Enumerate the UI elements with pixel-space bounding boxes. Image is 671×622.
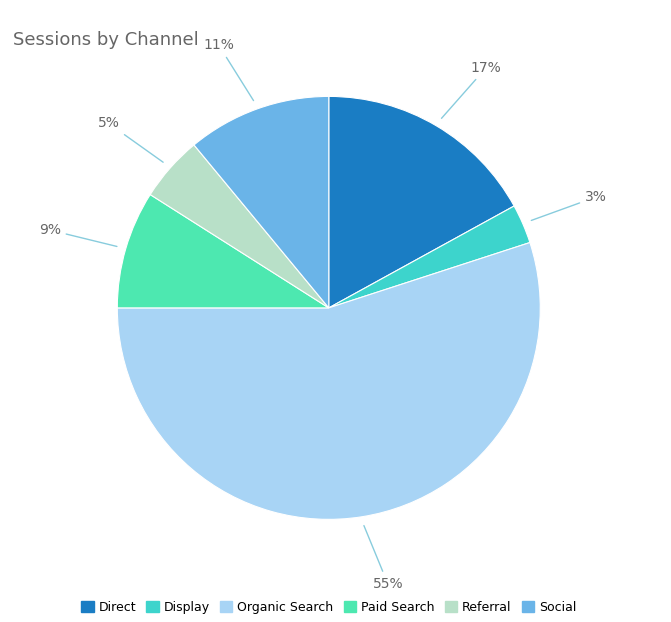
Text: Sessions by Channel: Sessions by Channel bbox=[13, 31, 199, 49]
Text: 9%: 9% bbox=[39, 223, 117, 246]
Legend: Direct, Display, Organic Search, Paid Search, Referral, Social: Direct, Display, Organic Search, Paid Se… bbox=[76, 596, 581, 619]
Wedge shape bbox=[329, 96, 514, 308]
Text: 3%: 3% bbox=[531, 190, 607, 220]
Wedge shape bbox=[329, 206, 530, 308]
Wedge shape bbox=[150, 145, 329, 308]
Wedge shape bbox=[194, 96, 329, 308]
Text: 17%: 17% bbox=[442, 60, 502, 118]
Wedge shape bbox=[117, 195, 329, 308]
Text: 5%: 5% bbox=[97, 116, 163, 162]
Text: 11%: 11% bbox=[203, 38, 254, 101]
Wedge shape bbox=[117, 243, 540, 519]
Text: 55%: 55% bbox=[364, 526, 403, 591]
